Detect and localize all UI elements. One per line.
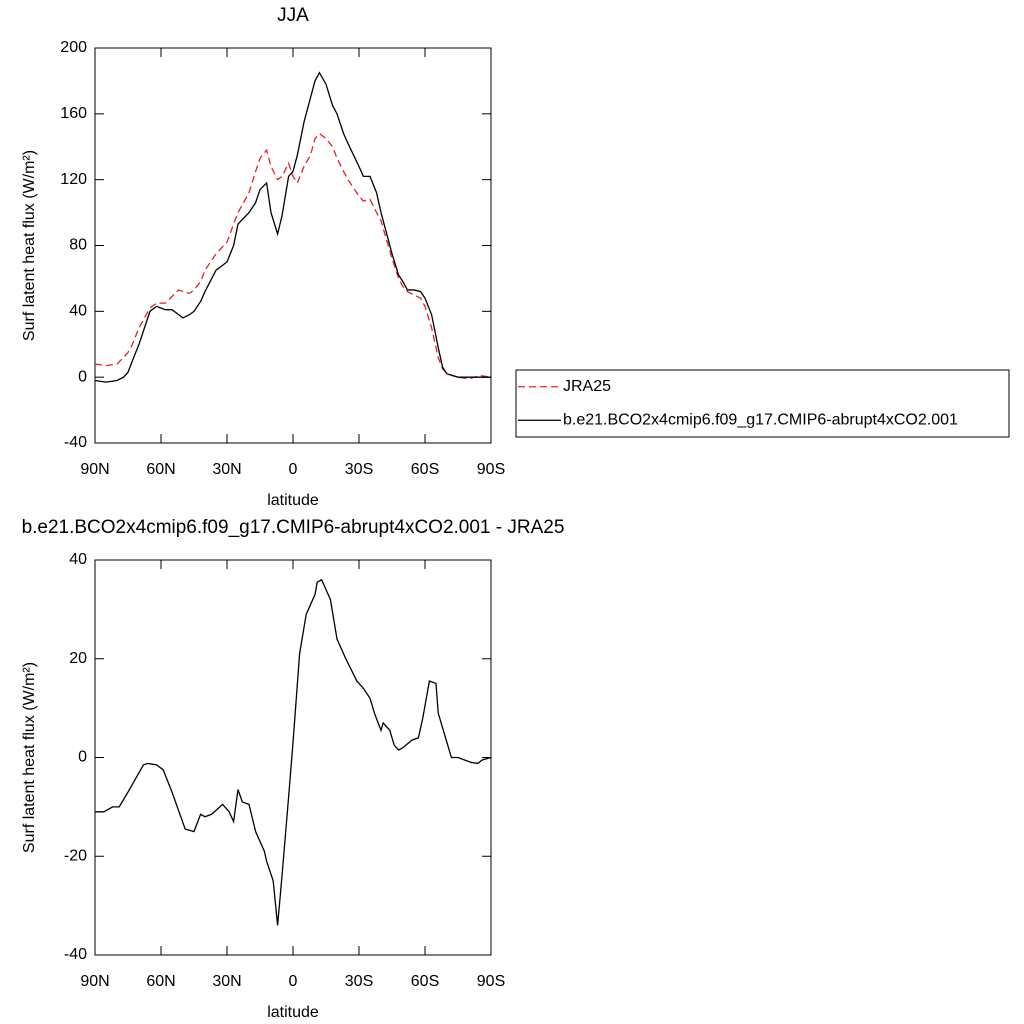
plot-frame bbox=[94, 47, 492, 444]
y-tick-label: -40 bbox=[64, 434, 87, 451]
series-line bbox=[94, 71, 491, 383]
y-tick-label: 200 bbox=[60, 39, 87, 56]
x-tick-label: 30S bbox=[345, 461, 373, 478]
x-tick-label: 60S bbox=[411, 461, 439, 478]
y-tick-label: 20 bbox=[69, 650, 87, 667]
x-tick-label: 90S bbox=[477, 973, 505, 990]
y-axis-label: Surf latent heat flux (W/m²) bbox=[21, 662, 38, 853]
y-tick-label: 40 bbox=[69, 303, 87, 320]
y-tick-label: -40 bbox=[64, 946, 87, 963]
series-line bbox=[95, 578, 492, 926]
x-tick-label: 60N bbox=[146, 973, 175, 990]
legend-label: b.e21.BCO2x4cmip6.f09_g17.CMIP6-abrupt4x… bbox=[563, 411, 958, 428]
y-tick-label: 120 bbox=[60, 171, 87, 188]
y-tick-label: 0 bbox=[78, 749, 87, 766]
x-tick-label: 90S bbox=[477, 461, 505, 478]
y-tick-label: 160 bbox=[60, 105, 87, 122]
y-tick-label: 0 bbox=[78, 368, 87, 385]
legend-label: JRA25 bbox=[563, 378, 611, 395]
y-tick-label: 80 bbox=[69, 237, 87, 254]
x-tick-label: 90N bbox=[80, 973, 109, 990]
legend-box bbox=[515, 369, 1010, 438]
x-tick-label: 60N bbox=[146, 461, 175, 478]
x-tick-label: 30N bbox=[212, 461, 241, 478]
x-tick-label: 0 bbox=[289, 973, 298, 990]
x-tick-label: 60S bbox=[411, 973, 439, 990]
x-tick-label: 90N bbox=[80, 461, 109, 478]
y-axis-label: Surf latent heat flux (W/m²) bbox=[21, 150, 38, 341]
y-tick-label: 40 bbox=[69, 551, 87, 568]
x-tick-label: 30N bbox=[212, 973, 241, 990]
x-axis-label: latitude bbox=[267, 1004, 319, 1021]
plot-frame bbox=[94, 559, 492, 956]
x-tick-label: 30S bbox=[345, 973, 373, 990]
y-tick-label: -20 bbox=[64, 847, 87, 864]
x-tick-label: 0 bbox=[289, 461, 298, 478]
chart-title: JJA bbox=[277, 5, 309, 26]
chart-title: b.e21.BCO2x4cmip6.f09_g17.CMIP6-abrupt4x… bbox=[22, 517, 565, 538]
x-axis-label: latitude bbox=[267, 492, 319, 509]
series-line bbox=[94, 132, 492, 380]
